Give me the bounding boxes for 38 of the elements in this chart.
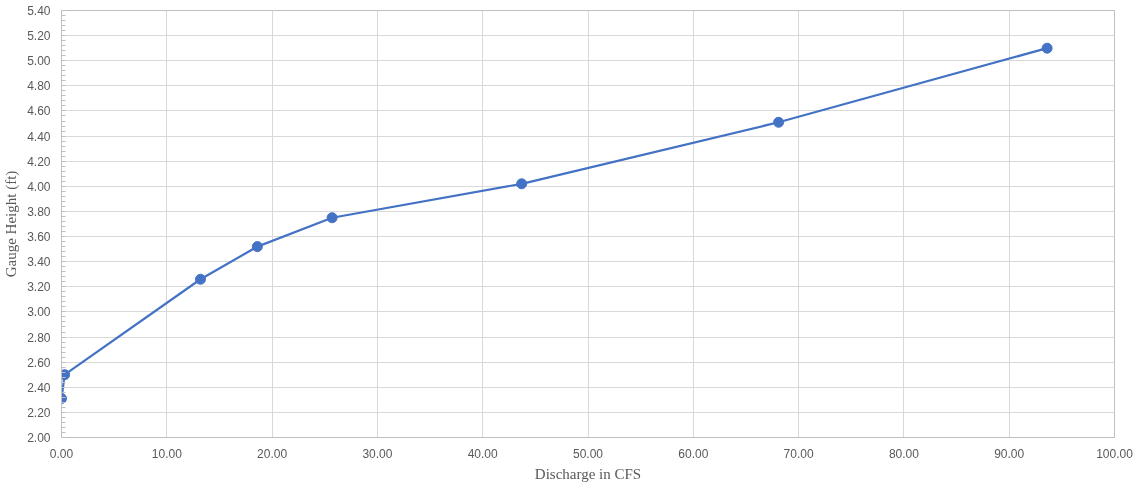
point: [773, 116, 785, 128]
point: [251, 241, 263, 253]
x-tick-label: 50.00: [572, 446, 604, 461]
y-tick-label: 2.60: [27, 355, 51, 370]
x-axis-title: Discharge in CFS: [534, 465, 642, 482]
x-tick-label: 80.00: [888, 446, 920, 461]
y-tick-label: 2.20: [27, 405, 51, 420]
y-tick-label: 4.80: [27, 79, 51, 94]
x-tick-label: 30.00: [362, 446, 393, 461]
y-tick-label: 3.40: [27, 255, 51, 270]
y-tick-label: 5.40: [27, 4, 51, 18]
x-tick-label: 40.00: [467, 446, 499, 461]
y-tick-label: 4.60: [27, 104, 51, 119]
y-tick-label: 2.00: [27, 431, 51, 445]
x-tick-label: 0.00: [49, 446, 74, 461]
y-tick-label: 2.80: [27, 330, 51, 345]
point: [1041, 42, 1053, 54]
point: [516, 178, 528, 190]
y-axis-title: Gauge Height (ft): [3, 170, 21, 278]
y-tick-label: 4.20: [27, 154, 51, 169]
x-tick-label: 90.00: [994, 446, 1025, 461]
x-tick-label: 70.00: [783, 446, 814, 461]
y-tick-label: 5.00: [27, 54, 51, 69]
point: [61, 369, 71, 381]
x-tick-label: 100.00: [1096, 446, 1134, 461]
x-tick-label: 60.00: [678, 446, 709, 461]
y-tick-label: 4.40: [27, 129, 51, 144]
point: [195, 273, 206, 285]
y-tick-label: 3.60: [27, 230, 51, 245]
point: [326, 212, 338, 224]
y-tick-label: 3.80: [27, 204, 51, 219]
y-tick-label: 2.40: [27, 380, 51, 395]
x-tick-label: 10.00: [151, 446, 183, 461]
y-tick-label: 4.00: [27, 179, 51, 194]
y-tick-label: 5.20: [27, 29, 51, 44]
x-tick-label: 20.00: [257, 446, 288, 461]
y-tick-label: 3.20: [27, 280, 51, 295]
y-tick-label: 3.00: [27, 305, 51, 320]
